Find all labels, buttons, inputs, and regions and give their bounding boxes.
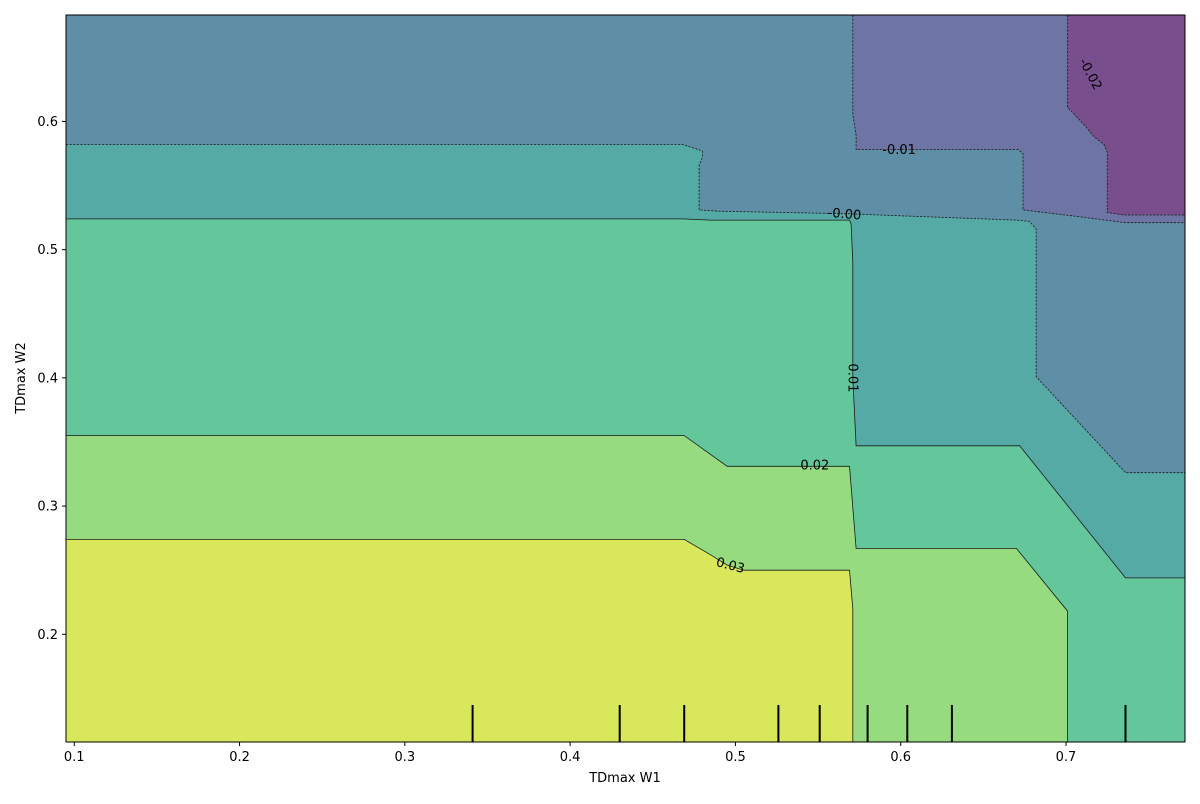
plot-frame (65, 14, 1186, 743)
contour-label-group: 0.01 (844, 363, 859, 392)
x-tick-label: 0.2 (229, 750, 250, 765)
x-tick-label: 0.3 (394, 750, 415, 765)
contour-line (66, 144, 1185, 474)
y-tick-label: 0.3 (37, 500, 58, 515)
contour-label: -0.01 (882, 143, 916, 158)
contour-line (852, 15, 1185, 224)
contour-label: 0.03 (714, 555, 746, 577)
contour-lines (66, 15, 1185, 742)
rug-marks (471, 705, 1127, 742)
y-axis-label: TDmax W2 (14, 342, 29, 415)
contour-line (66, 539, 854, 742)
contour-region (66, 539, 1185, 742)
contour-label: -0.00 (827, 206, 862, 224)
x-tick-label: 0.5 (725, 750, 746, 765)
y-tick-label: 0.6 (37, 115, 58, 130)
y-tick-label: 0.2 (37, 628, 58, 643)
contour-regions (66, 15, 1185, 742)
y-tick-label: 0.4 (37, 371, 58, 386)
contour-label: 0.02 (800, 459, 829, 474)
contour-label-group: -0.00 (827, 206, 862, 224)
x-tick-label: 0.1 (64, 750, 85, 765)
contour-line (66, 435, 1068, 742)
contour-line (66, 218, 1185, 579)
contour-label: 0.01 (844, 363, 859, 392)
y-axis: 0.2 0.3 0.4 0.5 0.6 (37, 115, 66, 643)
contour-label-group: 0.03 (714, 555, 746, 577)
contour-label-group: 0.02 (800, 459, 829, 474)
contour-line (1067, 15, 1185, 216)
x-axis: 0.1 0.2 0.3 0.4 0.5 0.6 0.7 (64, 742, 1076, 765)
x-axis-label: TDmax W1 (588, 771, 661, 786)
contour-label-group: -0.01 (882, 143, 916, 158)
y-tick-label: 0.5 (37, 243, 58, 258)
x-tick-label: 0.4 (560, 750, 581, 765)
x-tick-label: 0.6 (890, 750, 911, 765)
x-tick-label: 0.7 (1056, 750, 1077, 765)
